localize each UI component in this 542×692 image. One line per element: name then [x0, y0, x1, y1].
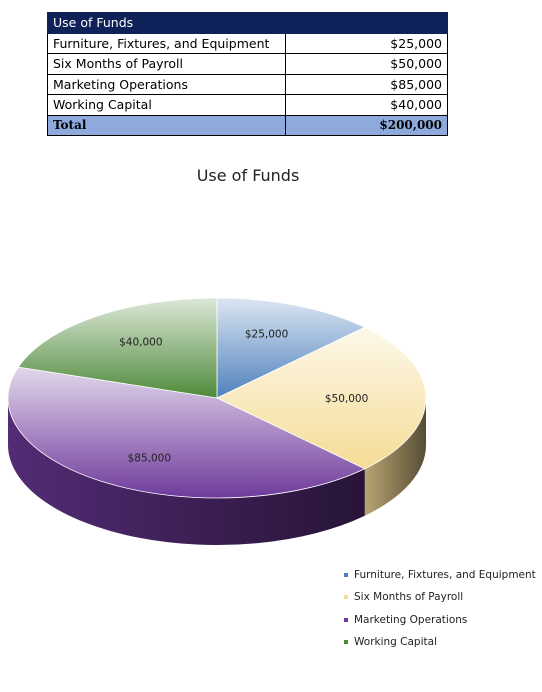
pie-slice-six-months-of-payroll: [216, 326, 427, 470]
legend-item: Working Capital: [344, 631, 536, 653]
use-of-funds-table: Use of Funds Furniture, Fixtures, and Eq…: [47, 12, 448, 136]
table-header-row: Use of Funds: [47, 12, 448, 34]
row-label: Furniture, Fixtures, and Equipment: [47, 32, 286, 54]
legend-item: Six Months of Payroll: [344, 586, 536, 608]
legend-swatch: [344, 640, 348, 645]
legend-item: Marketing Operations: [344, 609, 536, 631]
table-row: Furniture, Fixtures, and Equipment $25,0…: [47, 32, 448, 54]
legend-swatch: [344, 617, 348, 622]
pie-slice-working-capital: [17, 297, 218, 399]
pie-side-six-months-of-payroll: [364, 398, 426, 516]
legend-item: Furniture, Fixtures, and Equipment: [344, 564, 536, 586]
pie-slice-furniture-fixtures-and-equipment: [216, 297, 366, 399]
data-label-furniture-fixtures-and-equipment: $25,000: [245, 328, 288, 340]
legend-label: Furniture, Fixtures, and Equipment: [354, 569, 536, 582]
pie-slice-marketing-operations: [7, 366, 366, 499]
legend-label: Marketing Operations: [354, 613, 468, 626]
row-label: Working Capital: [47, 94, 286, 116]
legend-swatch: [344, 595, 348, 600]
pie-side-marketing-operations: [8, 398, 365, 546]
table-total-row: Total $200,000: [47, 114, 448, 136]
data-label-six-months-of-payroll: $50,000: [325, 393, 368, 405]
legend-label: Working Capital: [354, 636, 437, 649]
legend-swatch: [344, 573, 348, 578]
legend-label: Six Months of Payroll: [354, 591, 464, 604]
chart-legend: Furniture, Fixtures, and Equipment Six Mo…: [344, 564, 536, 653]
chart-title: Use of Funds: [196, 166, 300, 185]
total-amount: $200,000: [285, 114, 448, 136]
data-label-marketing-operations: $85,000: [128, 453, 171, 465]
total-label: Total: [47, 114, 286, 136]
table-header: Use of Funds: [47, 12, 448, 34]
row-label: Marketing Operations: [47, 73, 286, 95]
table-row: Working Capital $40,000: [47, 94, 448, 116]
data-label-working-capital: $40,000: [119, 336, 162, 348]
